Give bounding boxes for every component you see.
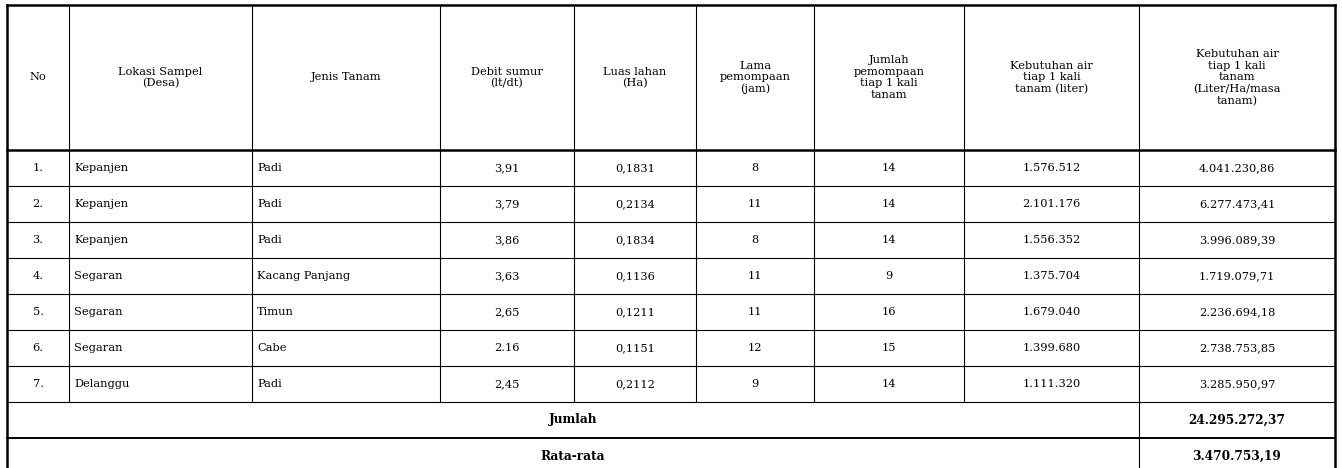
Text: 8: 8	[752, 235, 758, 245]
Text: 16: 16	[882, 307, 896, 317]
Text: 0,1211: 0,1211	[615, 307, 655, 317]
Text: 1.576.512: 1.576.512	[1023, 163, 1080, 173]
Text: 24.295.272,37: 24.295.272,37	[1189, 414, 1286, 426]
Text: 9: 9	[886, 271, 892, 281]
Text: 0,2112: 0,2112	[615, 379, 655, 389]
Text: 11: 11	[747, 199, 762, 209]
Text: Cabe: Cabe	[258, 343, 287, 353]
Text: 0,1834: 0,1834	[615, 235, 655, 245]
Text: 0,2134: 0,2134	[615, 199, 655, 209]
Text: 3,79: 3,79	[494, 199, 519, 209]
Text: Lokasi Sampel
(Desa): Lokasi Sampel (Desa)	[118, 66, 203, 88]
Text: 4.: 4.	[32, 271, 43, 281]
Text: Padi: Padi	[258, 235, 282, 245]
Text: 1.399.680: 1.399.680	[1023, 343, 1080, 353]
Text: Segaran: Segaran	[74, 343, 122, 353]
Text: Kebutuhan air
tiap 1 kali
tanam (liter): Kebutuhan air tiap 1 kali tanam (liter)	[1011, 61, 1092, 94]
Text: 9: 9	[752, 379, 758, 389]
Text: 6.: 6.	[32, 343, 43, 353]
Text: 3,63: 3,63	[494, 271, 519, 281]
Text: 0,1831: 0,1831	[615, 163, 655, 173]
Text: 14: 14	[882, 235, 896, 245]
Text: 4.041.230,86: 4.041.230,86	[1198, 163, 1275, 173]
Text: 1.556.352: 1.556.352	[1023, 235, 1080, 245]
Text: Jumlah: Jumlah	[549, 414, 597, 426]
Text: 2,45: 2,45	[494, 379, 519, 389]
Text: 2.101.176: 2.101.176	[1023, 199, 1080, 209]
Text: Jumlah
pemompaan
tiap 1 kali
tanam: Jumlah pemompaan tiap 1 kali tanam	[854, 55, 925, 100]
Text: 1.111.320: 1.111.320	[1023, 379, 1080, 389]
Text: Segaran: Segaran	[74, 271, 122, 281]
Text: Kepanjen: Kepanjen	[74, 235, 129, 245]
Text: 0,1136: 0,1136	[615, 271, 655, 281]
Text: Timun: Timun	[258, 307, 294, 317]
Text: Kebutuhan air
tiap 1 kali
tanam
(Liter/Ha/masa
tanam): Kebutuhan air tiap 1 kali tanam (Liter/H…	[1193, 49, 1280, 106]
Text: Debit sumur
(lt/dt): Debit sumur (lt/dt)	[471, 66, 542, 88]
Text: 11: 11	[747, 271, 762, 281]
Text: 3.470.753,19: 3.470.753,19	[1193, 449, 1282, 462]
Text: 3,91: 3,91	[494, 163, 519, 173]
Text: No: No	[30, 73, 47, 82]
Text: 2,65: 2,65	[494, 307, 519, 317]
Text: Kepanjen: Kepanjen	[74, 199, 129, 209]
Text: 3.285.950,97: 3.285.950,97	[1198, 379, 1275, 389]
Text: 14: 14	[882, 199, 896, 209]
Text: 2.16: 2.16	[494, 343, 519, 353]
Text: 15: 15	[882, 343, 896, 353]
Text: Delanggu: Delanggu	[74, 379, 129, 389]
Text: 8: 8	[752, 163, 758, 173]
Text: Padi: Padi	[258, 163, 282, 173]
Text: 2.: 2.	[32, 199, 43, 209]
Text: Luas lahan
(Ha): Luas lahan (Ha)	[604, 66, 667, 88]
Text: 14: 14	[882, 379, 896, 389]
Text: 6.277.473,41: 6.277.473,41	[1198, 199, 1275, 209]
Text: Kepanjen: Kepanjen	[74, 163, 129, 173]
Text: 1.719.079,71: 1.719.079,71	[1198, 271, 1275, 281]
Text: 7.: 7.	[32, 379, 43, 389]
Text: 3.996.089,39: 3.996.089,39	[1198, 235, 1275, 245]
Text: Padi: Padi	[258, 379, 282, 389]
Text: 0,1151: 0,1151	[615, 343, 655, 353]
Text: Segaran: Segaran	[74, 307, 122, 317]
Text: Rata-rata: Rata-rata	[541, 449, 605, 462]
Text: Kacang Panjang: Kacang Panjang	[258, 271, 350, 281]
Text: 3,86: 3,86	[494, 235, 519, 245]
Text: 2.738.753,85: 2.738.753,85	[1198, 343, 1275, 353]
Text: 11: 11	[747, 307, 762, 317]
Text: 2.236.694,18: 2.236.694,18	[1198, 307, 1275, 317]
Text: 1.375.704: 1.375.704	[1023, 271, 1080, 281]
Text: 12: 12	[747, 343, 762, 353]
Text: 1.679.040: 1.679.040	[1023, 307, 1080, 317]
Text: 3.: 3.	[32, 235, 43, 245]
Text: 14: 14	[882, 163, 896, 173]
Text: Jenis Tanam: Jenis Tanam	[310, 73, 381, 82]
Text: Lama
pemompaan
(jam): Lama pemompaan (jam)	[719, 60, 790, 95]
Text: 5.: 5.	[32, 307, 43, 317]
Text: Padi: Padi	[258, 199, 282, 209]
Text: 1.: 1.	[32, 163, 43, 173]
